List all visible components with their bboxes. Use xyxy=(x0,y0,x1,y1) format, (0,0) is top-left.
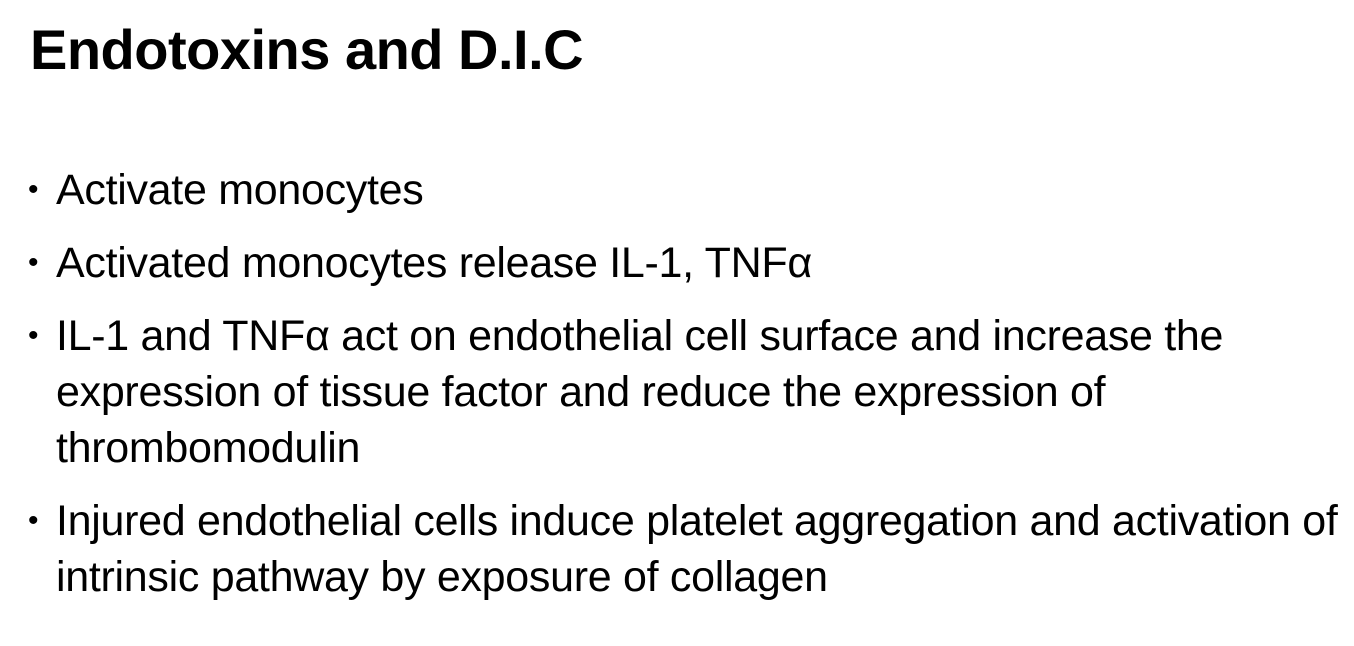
bullet-text: IL-1 and TNFα act on endothelial cell su… xyxy=(56,312,1224,472)
bullet-icon: • xyxy=(28,246,39,279)
bullet-icon: • xyxy=(28,504,39,537)
bullet-item: • Activate monocytes xyxy=(28,162,1348,218)
bullet-item: • Injured endothelial cells induce plate… xyxy=(28,493,1348,605)
bullet-text: Injured endothelial cells induce platele… xyxy=(56,497,1338,601)
bullet-icon: • xyxy=(28,319,39,352)
bullet-text: Activated monocytes release IL-1, TNFα xyxy=(56,239,812,287)
bullet-text: Activate monocytes xyxy=(56,166,424,214)
slide-title: Endotoxins and D.I.C xyxy=(30,18,584,81)
bullet-item: • Activated monocytes release IL-1, TNFα xyxy=(28,235,1348,291)
bullet-icon: • xyxy=(28,173,39,206)
bullet-list: • Activate monocytes • Activated monocyt… xyxy=(28,162,1348,622)
bullet-item: • IL-1 and TNFα act on endothelial cell … xyxy=(28,308,1348,476)
